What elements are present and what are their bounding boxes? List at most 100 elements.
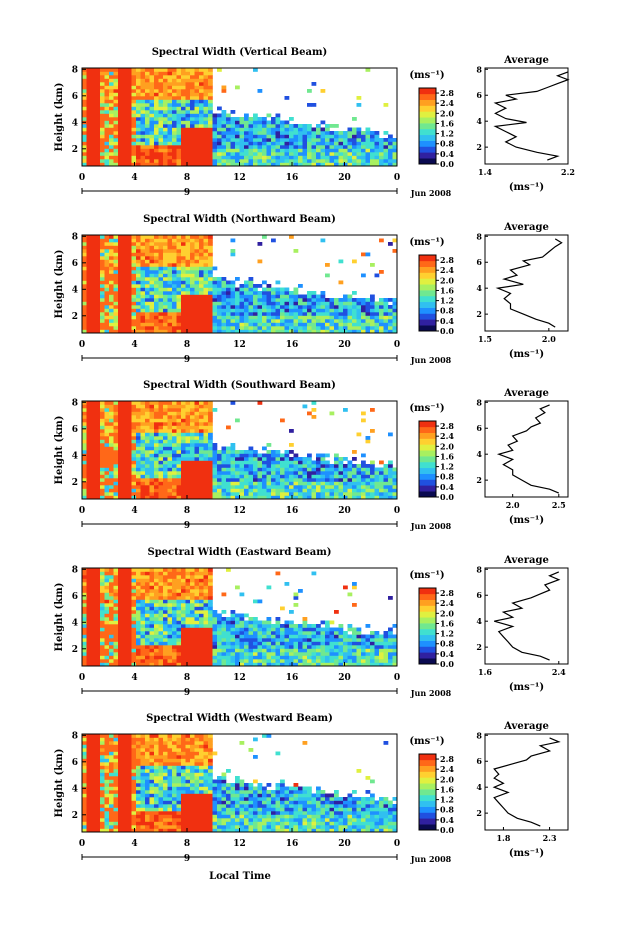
heatmap-cell [253,138,258,142]
heatmap-cell [113,471,119,475]
heatmap-cell [266,495,272,500]
heatmap-cell [154,450,159,454]
heatmap-cell [185,488,191,493]
heatmap-cell [298,301,303,306]
heatmap-cell [203,252,209,257]
heatmap-cell [208,315,213,320]
heatmap-cell [113,464,119,468]
heatmap-cell [172,266,177,271]
heatmap-cell [136,249,141,253]
heatmap-cell [140,78,146,83]
heatmap-cell [95,68,101,72]
heatmap-cell [95,85,101,90]
heatmap-cell [275,152,281,156]
heatmap-cell [235,124,240,128]
heatmap-cell [118,287,123,292]
heatmap-cell [140,113,146,118]
heatmap-cell [100,599,105,604]
heatmap-cell [203,322,209,327]
heatmap-cell [208,162,213,167]
heatmap-cell [82,155,87,160]
heatmap-cell [388,478,393,482]
heatmap-cell [392,467,398,472]
heatmap-cell [167,238,173,243]
heatmap-cell [154,78,159,83]
heatmap-cell [163,312,168,316]
heatmap-cell [109,613,114,618]
heatmap-cell [109,134,114,139]
heatmap-cell [190,162,195,167]
heatmap-cell [163,571,168,576]
heatmap-cell [365,467,371,472]
heatmap-cell [221,155,227,160]
heatmap-cell [347,127,353,132]
heatmap-cell [82,488,87,493]
heatmap-cell [82,238,87,243]
heatmap-cell [361,467,366,472]
heatmap-cell [91,287,96,292]
heatmap-cell [131,659,137,663]
heatmap-cell [95,446,101,451]
heatmap-cell [383,103,389,107]
heatmap-cell [275,305,281,309]
heatmap-cell [127,648,132,653]
heatmap-cell [271,450,276,454]
heatmap-cell [167,270,173,274]
heatmap-cell [365,301,371,306]
heatmap-cell [91,162,96,167]
heatmap-cell [163,568,168,572]
heatmap-cell [145,631,150,635]
heatmap-cell [122,436,128,440]
heatmap-cell [163,252,168,257]
heatmap-cell [334,145,339,149]
heatmap-cell [230,315,236,320]
heatmap-cell [280,301,285,306]
heatmap-cell [127,495,132,500]
heatmap-cell [343,457,348,461]
heatmap-cell [230,152,236,156]
heatmap-cell [91,238,96,243]
heatmap-cell [86,280,92,285]
heatmap-cell [343,467,348,472]
heatmap-cell [167,631,173,635]
heatmap-cell [370,319,375,323]
heatmap-cell [100,627,105,632]
heatmap-cell [311,326,317,330]
heatmap-cell [95,592,101,597]
heatmap-cell [140,488,146,493]
heatmap-cell [217,453,222,458]
heatmap-cell [356,308,362,313]
heatmap-cell [154,117,159,121]
heatmap-cell [194,71,200,76]
heatmap-cell [190,443,195,447]
heatmap-cell [194,131,200,135]
heatmap-cell [82,78,87,83]
heatmap-cell [100,259,105,264]
heatmap-cell [325,162,330,167]
heatmap-cell [104,659,110,663]
heatmap-cell [343,145,348,149]
heatmap-cell [316,308,321,313]
heatmap-cell [100,425,105,430]
heatmap-cell [113,617,119,621]
heatmap-cell [190,492,195,496]
heatmap-cell [248,467,254,472]
heatmap-cell [181,662,186,667]
heatmap-cell [266,460,272,465]
heatmap-cell [235,474,240,479]
heatmap-cell [374,145,380,149]
heatmap-cell [199,471,204,475]
heatmap-cell [136,634,141,639]
heatmap-cell [86,652,92,656]
heatmap-cell [338,471,344,475]
heatmap-cell [140,620,146,625]
heatmap-cell [311,464,317,468]
heatmap-cell [248,148,254,153]
heatmap-cell [127,75,132,79]
heatmap-cell [329,329,335,334]
heatmap-cell [190,134,195,139]
heatmap-cell [194,252,200,257]
heatmap-cell [136,326,141,330]
heatmap-cell [136,578,141,583]
heatmap-cell [370,471,375,475]
